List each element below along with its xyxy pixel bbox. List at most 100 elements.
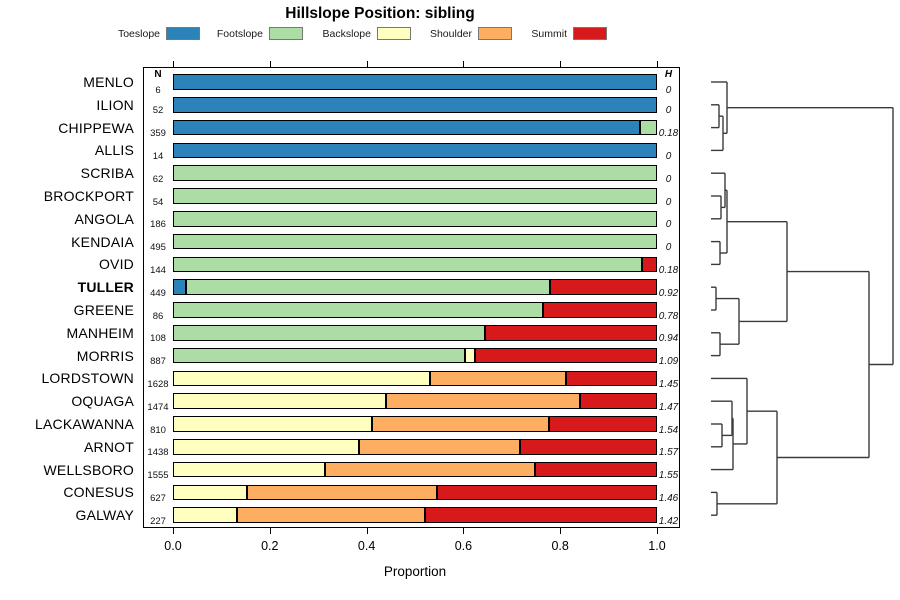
row-label: KENDAIA [71, 233, 134, 250]
h-value: 1.42 [658, 515, 679, 527]
bar-segment-summit [579, 393, 657, 409]
bar-segment-summit [550, 279, 657, 295]
row-label: LACKAWANNA [35, 416, 134, 432]
bar-segment-toeslope [173, 142, 657, 159]
bar-segment-backslope [464, 347, 475, 364]
x-tick-label: 0.0 [164, 539, 182, 553]
bar-segment-summit [566, 370, 657, 387]
bar-segment-footslope [173, 256, 642, 273]
row-label: CONESUS [63, 484, 134, 501]
chart-title: Hillslope Position: sibling [285, 5, 475, 22]
h-value: 1.46 [658, 492, 679, 504]
n-value: 1628 [147, 378, 169, 390]
bar-segment-backslope [173, 461, 325, 478]
row-label: GREENE [73, 302, 134, 318]
row-label: MANHEIM [66, 324, 134, 341]
x-tick [560, 61, 562, 67]
bar-segment-backslope [173, 370, 430, 387]
h-value: 1.09 [658, 356, 679, 368]
x-tick [463, 61, 465, 67]
h-value: 1.54 [658, 424, 679, 436]
h-value: 0 [665, 84, 672, 96]
bar-segment-shoulder [246, 484, 437, 501]
legend-label-toeslope: Toeslope [117, 28, 160, 40]
h-value: 0.92 [658, 287, 679, 299]
row-label: LORDSTOWN [41, 370, 134, 387]
row-label: ANGOLA [74, 210, 134, 227]
bar-segment-summit [436, 484, 657, 501]
bar-segment-backslope [173, 439, 360, 455]
bar-segment-footslope [173, 211, 657, 227]
bar-segment-summit [475, 347, 657, 364]
h-value: 0 [665, 173, 672, 185]
x-tick [463, 528, 465, 534]
x-tick [366, 61, 368, 67]
bar-segment-shoulder [385, 393, 580, 409]
legend-swatch-shoulder [478, 27, 512, 40]
n-value: 1438 [147, 447, 169, 459]
bar-segment-shoulder [324, 461, 536, 478]
bar-segment-footslope [186, 279, 551, 295]
plot-area [143, 67, 680, 528]
row-label: TULLER [77, 279, 134, 296]
h-value: 0.94 [658, 333, 679, 345]
x-tick-label: 1.0 [648, 539, 666, 553]
bar-segment-summit [535, 461, 657, 478]
h-value: 0 [665, 242, 672, 254]
row-label: GALWAY [75, 507, 134, 524]
n-value: 54 [152, 196, 164, 208]
n-value: 108 [150, 333, 166, 345]
n-value: 810 [150, 424, 166, 436]
n-value: 449 [150, 287, 166, 299]
bar-segment-summit [548, 416, 657, 432]
x-tick [657, 528, 658, 534]
row-label: CHIPPEWA [58, 119, 134, 136]
h-value: 1.55 [658, 470, 679, 482]
bar-segment-backslope [173, 507, 237, 523]
dendrogram [711, 81, 894, 516]
bar-segment-footslope [173, 302, 544, 318]
n-value: 1474 [147, 401, 169, 413]
n-value: 62 [152, 173, 164, 185]
bar-segment-summit [485, 325, 657, 341]
h-column-header: H [664, 69, 673, 80]
bar-segment-toeslope [173, 97, 657, 113]
h-value: 1.57 [658, 447, 679, 459]
bar-segment-footslope [173, 347, 465, 364]
row-label: MENLO [83, 74, 134, 90]
n-value: 227 [150, 515, 166, 527]
legend-label-shoulder: Shoulder [429, 28, 472, 40]
h-value: 0.18 [658, 264, 679, 276]
row-label: BROCKPORT [43, 188, 134, 204]
n-value: 86 [152, 310, 164, 322]
h-value: 0.78 [658, 310, 679, 322]
x-axis-title: Proportion [383, 564, 447, 579]
h-value: 0 [665, 219, 672, 231]
x-tick [560, 528, 562, 534]
h-value: 0 [665, 150, 672, 162]
bar-segment-backslope [173, 484, 247, 501]
legend-swatch-summit [573, 27, 607, 40]
bar-segment-shoulder [359, 439, 521, 455]
x-tick-label: 0.8 [551, 539, 569, 553]
bar-segment-shoulder [236, 507, 426, 523]
x-tick [657, 61, 658, 67]
legend-swatch-toeslope [166, 27, 200, 40]
bar-segment-backslope [173, 393, 386, 409]
n-value: 887 [150, 356, 166, 368]
x-tick [366, 528, 368, 534]
x-tick [173, 61, 174, 67]
row-label: ALLIS [94, 142, 134, 159]
legend-label-footslope: Footslope [216, 28, 263, 40]
x-tick [269, 528, 271, 534]
n-column-header: N [154, 69, 162, 80]
n-value: 627 [150, 492, 166, 504]
n-value: 186 [150, 219, 166, 231]
row-label: ILION [96, 96, 134, 113]
x-tick [269, 61, 271, 67]
h-value: 1.45 [658, 378, 679, 390]
row-label: ARNOT [84, 438, 134, 455]
bar-segment-summit [520, 439, 657, 455]
n-value: 495 [150, 242, 166, 254]
